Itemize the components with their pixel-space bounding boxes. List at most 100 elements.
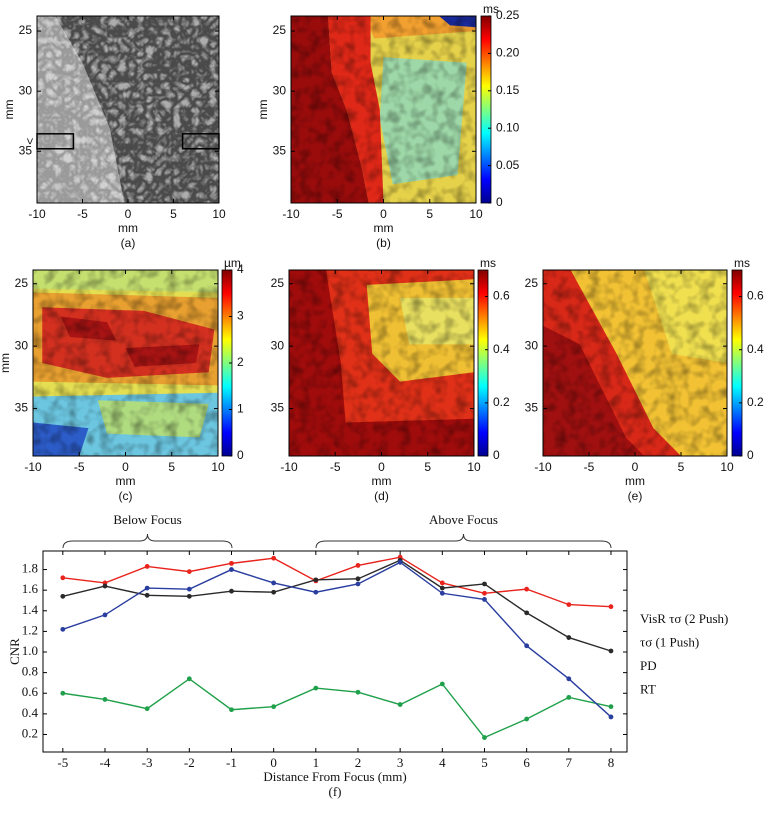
data-point (229, 588, 234, 594)
x-tick-label: 0 (632, 460, 639, 474)
x-tick-label: -3 (142, 755, 153, 770)
colorbar (477, 269, 489, 457)
legend-entry: VisR τσ (2 Push) (640, 611, 728, 626)
x-tick-label: -10 (28, 207, 46, 221)
data-point (566, 676, 572, 682)
x-tick-label: -10 (280, 460, 298, 474)
panel: -5 -4 -3 -2 -1 0 1 2 3 4 5 6 7 8 0.2 0.4 0.6 0.8 1.0 1.2 1.4… (7, 512, 728, 799)
colorbar (480, 15, 492, 204)
x-tick-label: -5 (57, 755, 68, 770)
y-tick-label: 1.6 (22, 581, 39, 596)
data-point (60, 626, 66, 632)
data-point (144, 592, 150, 598)
y-tick-label: 35 (525, 401, 539, 415)
colorbar-unit: ms (483, 2, 499, 16)
colorbar-tick-label: 1 (237, 402, 244, 416)
y-axis-label: mm (0, 353, 12, 373)
speckle (37, 16, 219, 203)
colorbar-unit: ms (734, 256, 750, 270)
data-point (144, 585, 150, 591)
data-point (313, 577, 319, 583)
panel: ms 0 0.2 0.4 0.6 -10 -5 0 5 10 25 30 35 mm(e) (525, 256, 764, 503)
data-point (355, 581, 361, 587)
y-axis-label: CNR (7, 638, 22, 665)
y-tick-label: 35 (15, 401, 29, 415)
data-point (144, 706, 150, 712)
panel: ms 0 0.05 0.10 0.15 0.20 0.25 -10 -5 0 5 10 25 30 35 mm… (256, 2, 520, 250)
colorbar-tick-label: 0 (747, 448, 754, 462)
data-point (608, 704, 614, 710)
x-tick-label: -4 (100, 755, 111, 770)
y-tick-label: 35 (19, 143, 33, 157)
y-axis-label: mm (256, 100, 270, 120)
x-tick-label: 3 (397, 755, 404, 770)
x-tick-label: 0 (125, 207, 132, 221)
y-tick-label: 0.2 (22, 725, 38, 740)
x-tick-label: -1 (226, 755, 237, 770)
y-tick-label: 30 (271, 338, 285, 352)
colorbar-unit: µm (224, 256, 241, 270)
data-point (60, 575, 66, 581)
colorbar-tick-label: 0.2 (493, 395, 510, 409)
legend-entry: RT (640, 681, 656, 696)
heat-texture (33, 270, 218, 456)
x-tick-label: 5 (168, 460, 175, 474)
data-point (313, 589, 319, 595)
data-point (144, 564, 150, 569)
x-tick-label: 1 (313, 755, 320, 770)
colorbar-tick-label: 0.10 (496, 120, 520, 134)
x-tick-label: -2 (184, 755, 195, 770)
x-tick-label: 5 (678, 460, 685, 474)
colorbar-tick-label: 0.20 (496, 46, 520, 60)
x-tick-label: 10 (467, 460, 481, 474)
y-tick-label: 1.0 (22, 643, 38, 658)
data-point (355, 689, 361, 695)
x-tick-label: -5 (74, 460, 85, 474)
x-tick-label: 10 (211, 460, 225, 474)
brace (62, 533, 233, 549)
series-line (62, 559, 612, 652)
y-tick-label: 25 (273, 23, 287, 37)
colorbar-tick-label: 0.25 (496, 8, 520, 22)
x-tick-label: -5 (77, 207, 88, 221)
x-axis-label: mm (374, 221, 394, 235)
heat-texture (289, 270, 474, 456)
colorbar-tick-label: 0.6 (493, 289, 510, 303)
x-tick-label: -5 (330, 460, 341, 474)
y-tick-label: 30 (15, 338, 29, 352)
x-tick-label: -10 (282, 207, 300, 221)
heat-texture (543, 270, 727, 456)
brace (315, 533, 612, 549)
y-axis-label: mm (2, 100, 16, 120)
data-point (102, 583, 108, 589)
y-tick-label: 0.4 (22, 705, 39, 720)
data-point (566, 694, 572, 700)
panel-caption: (e) (628, 489, 643, 503)
series-line (62, 556, 612, 608)
data-point (566, 635, 572, 640)
x-tick-label: 0 (378, 460, 385, 474)
x-tick-label: 0 (122, 460, 129, 474)
colorbar-tick-label: 0.4 (493, 342, 510, 356)
data-point (271, 704, 277, 710)
data-point (186, 569, 192, 575)
data-point (524, 610, 530, 616)
colorbar-tick-label: 0.4 (747, 342, 764, 356)
panel: ms 0 0.2 0.4 0.6 -10 -5 0 5 10 25 30 35 mm(d) (271, 256, 510, 503)
data-point (271, 589, 277, 595)
data-point (524, 643, 530, 649)
x-tick-label: 10 (212, 207, 226, 221)
plot-frame (42, 550, 628, 753)
y-tick-label: 1.8 (22, 561, 38, 576)
data-point (355, 576, 361, 582)
x-tick-label: 4 (439, 755, 446, 770)
panel-caption: (b) (376, 236, 391, 250)
x-tick-label: 7 (566, 755, 573, 770)
data-point (439, 681, 445, 687)
y-tick-label: 1.2 (22, 622, 38, 637)
colorbar-tick-label: 0.05 (496, 158, 520, 172)
y-tick-label: 30 (19, 83, 33, 97)
data-point (439, 580, 445, 586)
data-point (608, 648, 614, 654)
